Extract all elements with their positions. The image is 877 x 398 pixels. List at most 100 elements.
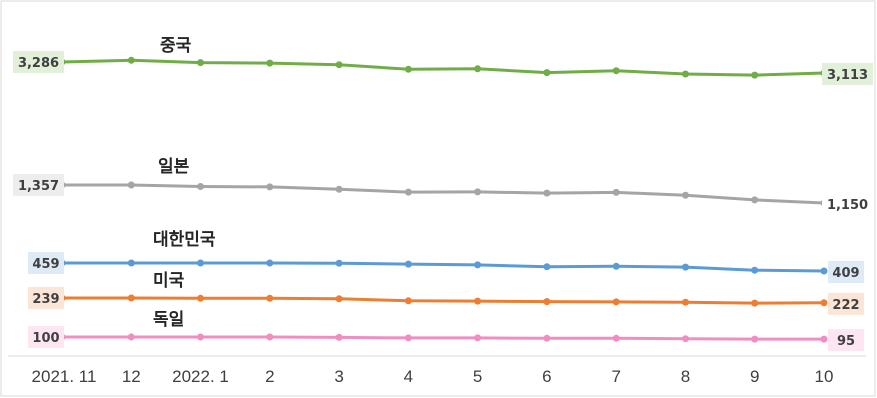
data-point [335,61,343,69]
data-point [543,69,551,77]
x-tick-label: 4 [404,367,413,386]
data-point [543,263,551,271]
x-tick-label: 9 [750,367,759,386]
x-tick-label: 2022. 1 [172,367,229,386]
data-point [751,266,759,274]
series-line [62,183,825,205]
data-point [751,335,759,343]
series-name-label: 일본 [158,157,190,177]
data-point [266,183,274,191]
data-point [197,333,204,341]
data-point [474,188,482,196]
end-value-label: 1,150 [827,198,868,213]
data-point [197,294,204,302]
data-point [266,59,274,67]
end-value-label: 409 [832,266,859,281]
x-tick-label: 10 [815,367,834,386]
end-value-label: 95 [837,334,855,349]
start-label-box [28,326,64,348]
data-point [335,295,343,303]
data-point [751,71,759,79]
data-point [612,67,620,75]
series-1 [58,56,828,79]
start-label-box [13,174,64,196]
data-point [612,188,620,196]
data-point [682,70,689,78]
data-point [335,259,343,267]
data-point [474,297,482,305]
series-line [62,335,824,341]
start-value-label: 3,286 [18,56,59,71]
series-line [62,261,825,273]
data-point [266,294,274,302]
data-point [820,299,828,307]
series-2 [58,181,828,207]
data-point [543,334,551,342]
end-label-box [828,329,864,352]
x-tick-label: 12 [122,367,141,386]
data-point [127,333,135,341]
x-axis-ticks: 2021. 11 12 2022. 1 2 3 4 5 6 7 8 9 10 [32,367,834,386]
end-label-box [822,63,873,85]
series-layer [58,56,828,343]
series-5 [58,333,828,343]
data-point [266,333,274,341]
data-point [404,297,412,305]
data-point [266,259,274,267]
start-value-label: 1,357 [18,179,59,194]
start-label-box [13,51,64,73]
data-point [820,335,828,343]
label-layer: 중국 3,286 3,113 일본 1,357 1,150 대한민국 459 409 미국 239 2… [13,36,873,352]
start-label-box [28,252,64,274]
x-tick-label: 2021. 11 [32,367,97,386]
data-point [612,262,620,270]
x-tick-label: 5 [473,367,482,386]
series-line [61,58,825,77]
data-point [127,181,135,189]
series-4 [58,294,828,307]
data-point [474,261,482,269]
data-point [751,299,759,307]
x-tick-label: 2 [265,367,274,386]
series-name-label: 미국 [153,271,185,291]
data-point [474,65,482,73]
end-value-label: 3,113 [827,68,868,83]
data-point [404,260,412,268]
x-tick-label: 8 [681,367,690,386]
data-point [474,334,482,342]
x-tick-label: 7 [611,367,620,386]
end-label-box [828,261,864,283]
data-point [682,298,689,306]
data-point [404,188,412,196]
end-label-box [822,193,873,215]
end-value-label: 222 [832,298,859,313]
data-point [543,189,551,197]
start-label-box [28,287,64,309]
data-point [612,334,620,342]
data-point [820,267,828,275]
data-point [197,259,204,267]
data-point [335,185,343,193]
series-name-label: 대한민국 [153,230,216,250]
data-point [197,59,204,67]
end-label-box [828,292,864,315]
data-point [127,294,135,302]
data-point [751,196,759,204]
data-point [197,183,204,190]
data-point [682,191,689,199]
data-point [682,263,689,271]
start-value-label: 459 [32,257,59,272]
start-value-label: 239 [32,292,59,307]
data-point [612,298,620,306]
x-tick-label: 3 [334,367,343,386]
start-value-label: 100 [32,331,59,346]
data-point [404,65,412,73]
series-name-label: 중국 [160,36,192,56]
x-tick-label: 6 [542,367,551,386]
data-point [404,334,412,342]
data-point [127,56,135,64]
data-point [127,259,135,267]
data-point [335,333,343,341]
